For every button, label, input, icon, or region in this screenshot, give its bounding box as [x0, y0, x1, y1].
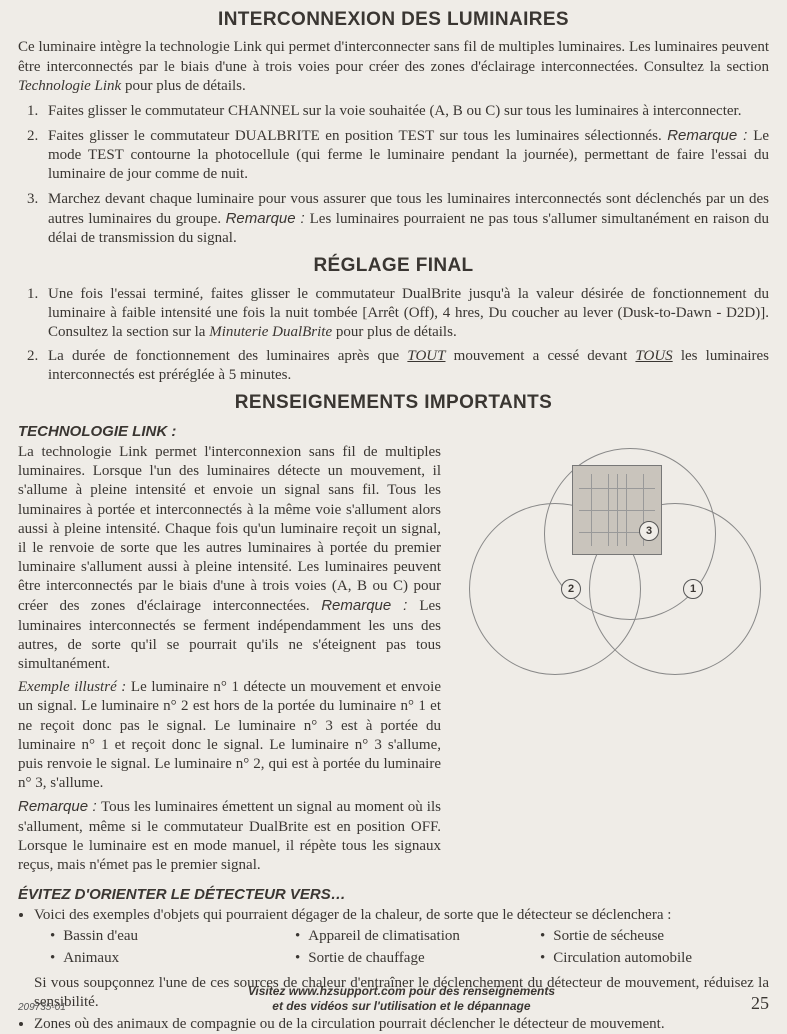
final-step-2-pre: La durée de fonctionnement des luminaire… [48, 348, 407, 364]
avoid-item: Animaux [63, 949, 119, 968]
final-step-1-ital: Minuterie DualBrite [209, 324, 332, 340]
page-footer: 209735-01 Visitez www.hzsupport.com pour… [18, 984, 769, 1015]
avoid-examples: Bassin d'eau Animaux Appareil de climati… [34, 927, 769, 969]
interconnexion-intro: Ce luminaire intègre la technologie Link… [18, 38, 769, 96]
footer-line-1: Visitez www.hzsupport.com pour des rense… [66, 984, 737, 1000]
section-title-interconnexion: INTERCONNEXION DES LUMINAIRES [18, 8, 769, 32]
intro-link-tech: Technologie Link [18, 78, 121, 94]
final-step-2: La durée de fonctionnement des luminaire… [42, 347, 769, 385]
avoid-col-1: Bassin d'eau Animaux [34, 927, 279, 969]
inter-step-1: Faites glisser le commutateur CHANNEL su… [42, 102, 769, 121]
avoid-col-3: Sortie de sécheuse Circulation automobil… [524, 927, 769, 969]
luminaire-badge-2: 2 [561, 579, 581, 599]
avoid-item: Appareil de climatisation [308, 927, 460, 946]
avoid-col-2: Appareil de climatisation Sortie de chau… [279, 927, 524, 969]
intro-text: Ce luminaire intègre la technologie Link… [18, 39, 769, 74]
technologie-link-text: La technologie Link permet l'interconnex… [18, 443, 441, 879]
doc-number: 209735-01 [18, 1002, 66, 1015]
final-step-1: Une fois l'essai terminé, faites glisser… [42, 285, 769, 343]
remark-label: Remarque : [18, 798, 101, 815]
luminaire-badge-3: 3 [639, 521, 659, 541]
inter-step-3: Marchez devant chaque luminaire pour vou… [42, 190, 769, 249]
avoid-item: Circulation automobile [553, 949, 692, 968]
tech-para1: La technologie Link permet l'interconnex… [18, 444, 441, 615]
remark-label: Remarque : [226, 210, 310, 227]
interconnexion-steps: Faites glisser le commutateur CHANNEL su… [18, 102, 769, 248]
avoid-intro-text: Voici des exemples d'objets qui pourraie… [34, 906, 769, 925]
page-number: 25 [737, 992, 769, 1015]
luminaire-badge-1: 1 [683, 579, 703, 599]
remark-label: Remarque : [321, 597, 419, 614]
footer-support: Visitez www.hzsupport.com pour des rense… [66, 984, 737, 1015]
inter-step-2: Faites glisser le commutateur DUALBRITE … [42, 126, 769, 185]
final-step-2-tout: TOUT [407, 348, 445, 364]
section-title-renseignements: RENSEIGNEMENTS IMPORTANTS [18, 391, 769, 415]
example-label: Exemple illustré : [18, 679, 131, 695]
subsection-technologie-link: TECHNOLOGIE LINK : [18, 422, 769, 441]
document-page: INTERCONNEXION DES LUMINAIRES Ce luminai… [0, 0, 787, 1027]
intro-tail: pour plus de détails. [121, 78, 246, 94]
avoid-item: Sortie de chauffage [308, 949, 424, 968]
inter-step-2-pre: Faites glisser le commutateur DUALBRITE … [48, 128, 667, 144]
avoid-bullet-zones: Zones où des animaux de compagnie ou de … [34, 1015, 769, 1034]
avoid-item: Sortie de sécheuse [553, 927, 664, 946]
technologie-link-block: La technologie Link permet l'interconnex… [18, 443, 769, 879]
final-step-2-mid: mouvement a cessé devant [445, 348, 635, 364]
final-step-1-tail: pour plus de détails. [332, 324, 457, 340]
remark-label: Remarque : [667, 127, 753, 144]
link-coverage-diagram: 3 2 1 [449, 443, 769, 658]
reglage-steps: Une fois l'essai terminé, faites glisser… [18, 285, 769, 386]
avoid-item: Bassin d'eau [63, 927, 138, 946]
final-step-2-tous: TOUS [635, 348, 672, 364]
footer-line-2: et des vidéos sur l'utilisation et le dé… [66, 999, 737, 1015]
section-title-reglage: RÉGLAGE FINAL [18, 254, 769, 278]
subsection-avoid: ÉVITEZ D'ORIENTER LE DÉTECTEUR VERS… [18, 885, 769, 904]
example-body: Le luminaire n° 1 détecte un mouvement e… [18, 679, 441, 791]
house-icon [572, 465, 662, 555]
